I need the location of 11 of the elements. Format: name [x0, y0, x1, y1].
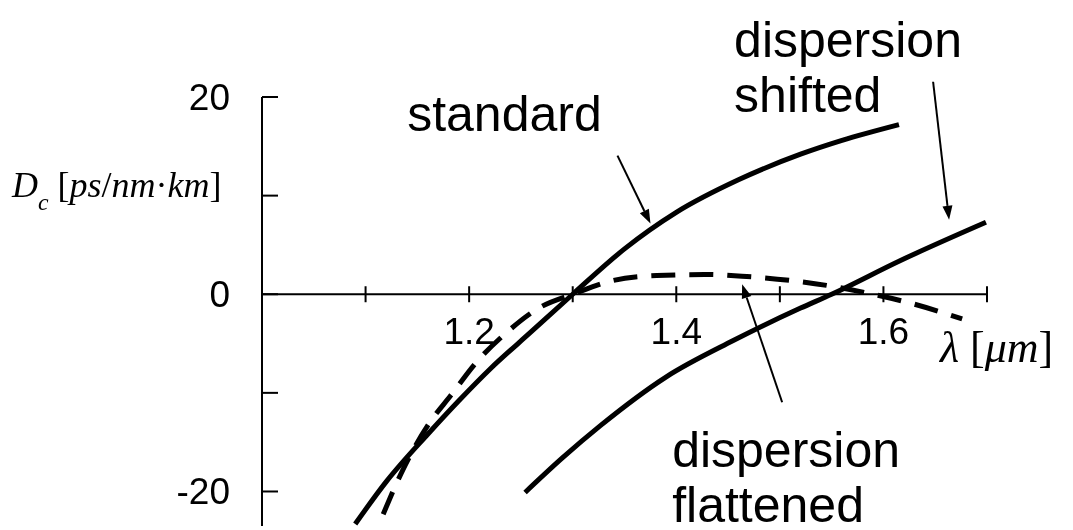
x-tick-label: 1.6	[857, 310, 910, 352]
annotation: dispersion flattened	[672, 422, 901, 530]
y-tick-label: 0	[209, 273, 230, 315]
x-tick-label: 1.4	[650, 310, 702, 352]
text: D$_{c}$ [ps/nm·km]	[12, 165, 222, 215]
x-axis-title: λ [μm]	[938, 323, 1054, 373]
y-tick-label: -20	[176, 470, 230, 512]
annotation: standard	[407, 85, 602, 142]
annotation: dispersion shifted	[734, 11, 962, 123]
x-tick-label: 1.2	[443, 310, 495, 352]
y-tick-label: 20	[188, 76, 230, 118]
